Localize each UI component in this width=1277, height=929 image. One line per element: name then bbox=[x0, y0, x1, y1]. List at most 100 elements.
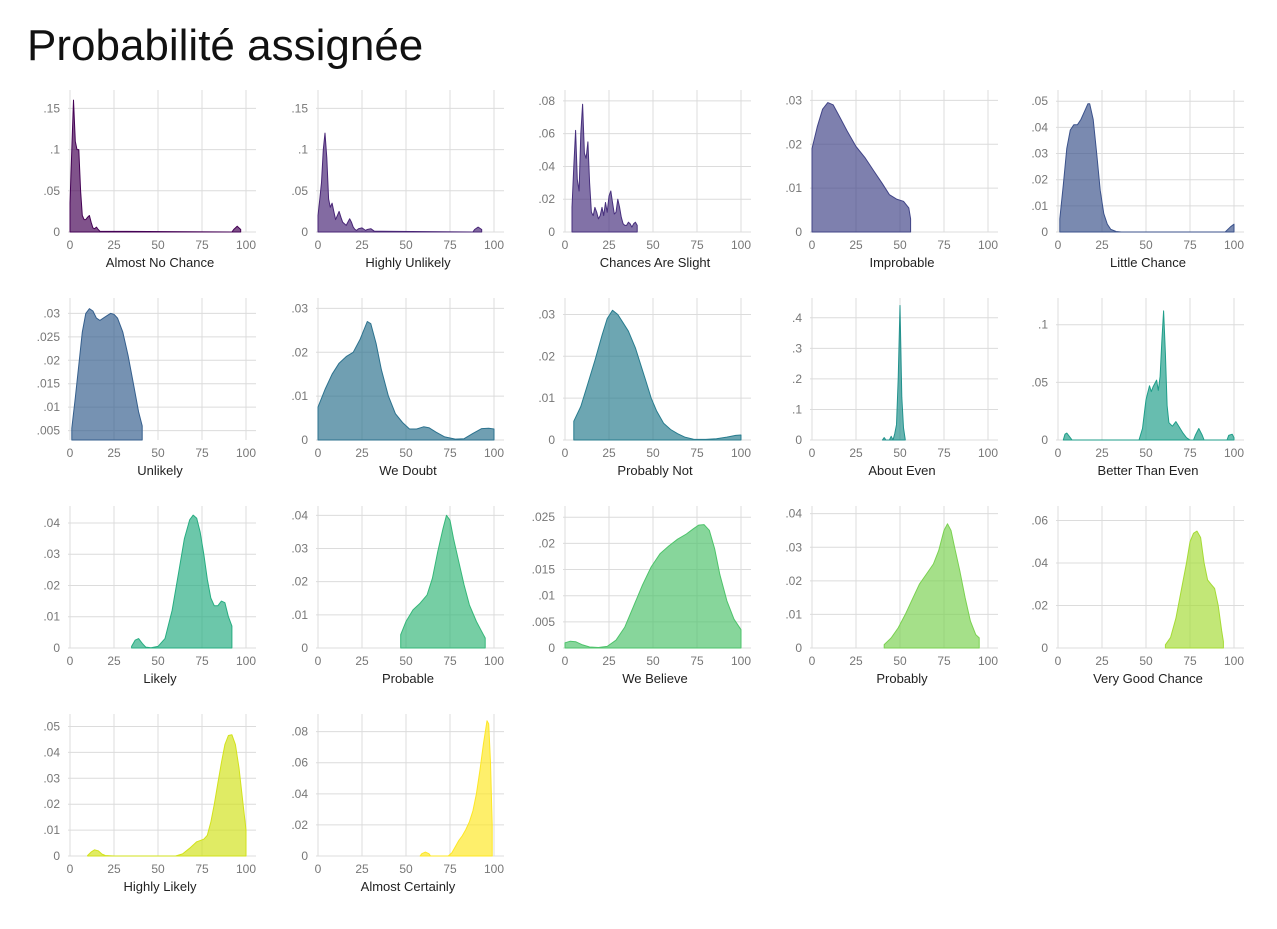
y-tick-label: .08 bbox=[291, 725, 308, 739]
y-tick-label: .03 bbox=[291, 301, 308, 315]
y-tick-label: .04 bbox=[1031, 120, 1048, 134]
density-area bbox=[131, 514, 233, 649]
y-tick-label: 0 bbox=[1041, 225, 1048, 239]
panel-likely: 0 25 50 75 100 0 .01 .02 .03 .04 Likely bbox=[43, 506, 256, 686]
x-tick-label: 0 bbox=[809, 446, 816, 460]
density-area bbox=[69, 99, 242, 233]
panel-label: Likely bbox=[143, 671, 177, 686]
panel-label: Improbable bbox=[869, 255, 934, 270]
x-tick-label: 50 bbox=[893, 446, 907, 460]
density-area bbox=[564, 524, 742, 649]
x-tick-label: 0 bbox=[562, 654, 569, 668]
x-tick-label: 50 bbox=[646, 654, 660, 668]
x-tick-label: 25 bbox=[1095, 654, 1109, 668]
y-tick-label: .02 bbox=[785, 574, 802, 588]
y-tick-label: 0 bbox=[301, 225, 308, 239]
x-tick-label: 25 bbox=[355, 654, 369, 668]
x-tick-label: 75 bbox=[937, 654, 951, 668]
x-tick-label: 100 bbox=[1224, 238, 1244, 252]
x-tick-label: 100 bbox=[484, 238, 504, 252]
y-tick-label: .025 bbox=[532, 510, 556, 524]
panel-chances-are-slight: 0 25 50 75 100 0 .02 .04 .06 .08 Chances Are Sligh… bbox=[538, 90, 751, 270]
density-area bbox=[419, 720, 493, 857]
density-area bbox=[400, 514, 486, 649]
x-tick-label: 25 bbox=[107, 446, 121, 460]
density-area bbox=[883, 523, 980, 649]
y-tick-label: .005 bbox=[532, 615, 556, 629]
y-tick-label: 0 bbox=[548, 641, 555, 655]
panel-we-doubt: 0 25 50 75 100 0 .01 .02 .03 We Doubt bbox=[291, 298, 504, 478]
density-area bbox=[1059, 103, 1235, 233]
y-tick-label: .01 bbox=[291, 608, 308, 622]
y-tick-label: .04 bbox=[538, 159, 555, 173]
y-tick-label: .01 bbox=[43, 610, 60, 624]
y-tick-label: .02 bbox=[291, 818, 308, 832]
x-tick-label: 50 bbox=[151, 238, 165, 252]
y-tick-label: 0 bbox=[1041, 641, 1048, 655]
x-tick-label: 25 bbox=[849, 238, 863, 252]
y-tick-label: .1 bbox=[1038, 318, 1048, 332]
x-tick-label: 25 bbox=[602, 238, 616, 252]
x-tick-label: 0 bbox=[562, 446, 569, 460]
x-tick-label: 25 bbox=[107, 654, 121, 668]
x-tick-label: 100 bbox=[236, 238, 256, 252]
x-tick-label: 100 bbox=[484, 654, 504, 668]
panel-label: About Even bbox=[868, 463, 935, 478]
x-tick-label: 50 bbox=[399, 654, 413, 668]
y-tick-label: 0 bbox=[301, 433, 308, 447]
x-tick-label: 75 bbox=[195, 862, 209, 876]
x-tick-label: 100 bbox=[731, 446, 751, 460]
y-tick-label: .04 bbox=[43, 745, 60, 759]
panel-probably-not: 0 25 50 75 100 0 .01 .02 .03 Probably Not bbox=[538, 298, 751, 478]
x-tick-label: 25 bbox=[107, 238, 121, 252]
x-tick-label: 75 bbox=[1183, 654, 1197, 668]
x-tick-label: 0 bbox=[809, 238, 816, 252]
x-tick-label: 100 bbox=[978, 446, 998, 460]
y-tick-label: .01 bbox=[43, 400, 60, 414]
panel-better-than-even: 0 25 50 75 100 0 .05 .1 Better Than Even bbox=[1031, 298, 1244, 478]
panel-very-good-chance: 0 25 50 75 100 0 .02 .04 .06 Very Good Chance bbox=[1031, 506, 1244, 686]
y-tick-label: .1 bbox=[792, 402, 802, 416]
panel-label: Probable bbox=[382, 671, 434, 686]
panel-label: Unlikely bbox=[137, 463, 183, 478]
panel-improbable: 0 25 50 75 100 0 .01 .02 .03 Improbable bbox=[785, 90, 998, 270]
x-tick-label: 50 bbox=[151, 654, 165, 668]
y-tick-label: .02 bbox=[291, 575, 308, 589]
y-tick-label: .3 bbox=[792, 341, 802, 355]
x-tick-label: 75 bbox=[443, 654, 457, 668]
panel-label: Highly Unlikely bbox=[365, 255, 451, 270]
panel-unlikely: 0 25 50 75 100 .005 .01 .015 .02 .025 .03 Unlikely bbox=[37, 298, 256, 478]
y-tick-label: 0 bbox=[795, 225, 802, 239]
y-tick-label: .015 bbox=[532, 563, 556, 577]
y-tick-label: .4 bbox=[792, 311, 802, 325]
panel-about-even: 0 25 50 75 100 0 .1 .2 .3 .4 About Even bbox=[792, 298, 998, 478]
density-area bbox=[1062, 310, 1235, 441]
y-tick-label: .04 bbox=[291, 787, 308, 801]
x-tick-label: 100 bbox=[1224, 446, 1244, 460]
y-tick-label: .01 bbox=[291, 389, 308, 403]
y-tick-label: 0 bbox=[548, 225, 555, 239]
density-area bbox=[881, 305, 906, 441]
y-tick-label: .005 bbox=[37, 424, 61, 438]
x-tick-label: 75 bbox=[195, 654, 209, 668]
y-tick-label: .2 bbox=[792, 372, 802, 386]
x-tick-label: 50 bbox=[1139, 654, 1153, 668]
x-tick-label: 0 bbox=[315, 862, 322, 876]
panel-label: Probably Not bbox=[617, 463, 693, 478]
panel-probably: 0 25 50 75 100 0 .01 .02 .03 .04 Probably bbox=[785, 506, 998, 686]
y-tick-label: 0 bbox=[53, 225, 60, 239]
x-tick-label: 0 bbox=[315, 446, 322, 460]
x-tick-label: 50 bbox=[646, 238, 660, 252]
y-tick-label: 0 bbox=[301, 641, 308, 655]
x-tick-label: 75 bbox=[690, 654, 704, 668]
x-tick-label: 75 bbox=[1183, 446, 1197, 460]
x-tick-label: 25 bbox=[355, 446, 369, 460]
x-tick-label: 75 bbox=[195, 238, 209, 252]
panel-label: Better Than Even bbox=[1098, 463, 1199, 478]
y-tick-label: .1 bbox=[298, 143, 308, 157]
y-tick-label: .02 bbox=[43, 797, 60, 811]
x-tick-label: 0 bbox=[67, 238, 74, 252]
panel-label: Very Good Chance bbox=[1093, 671, 1203, 686]
x-tick-label: 100 bbox=[1224, 654, 1244, 668]
y-tick-label: .06 bbox=[291, 756, 308, 770]
